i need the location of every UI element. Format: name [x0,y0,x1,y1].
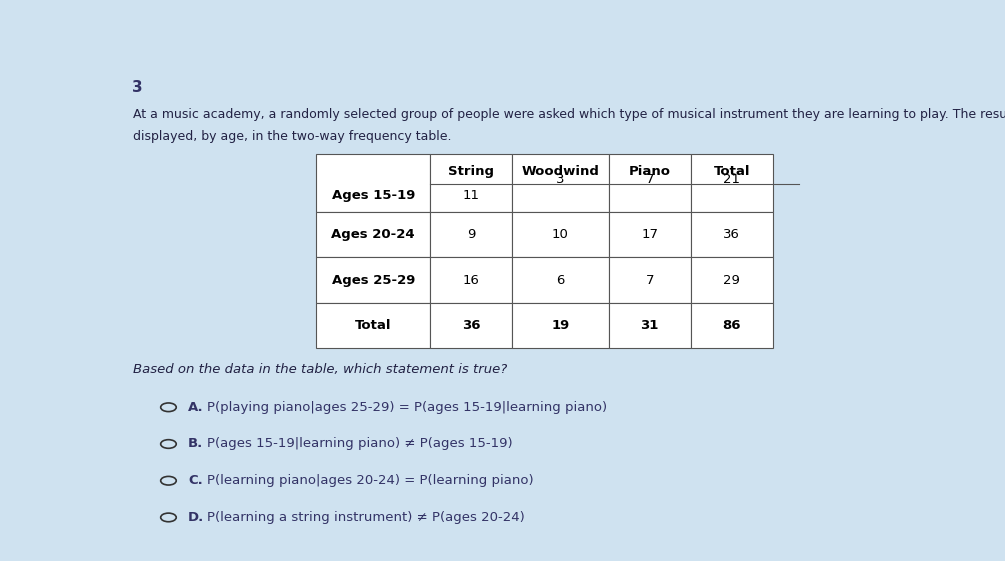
Text: 36: 36 [461,319,480,332]
Text: P(ages 15-19|learning piano) ≠ P(ages 15-19): P(ages 15-19|learning piano) ≠ P(ages 15… [207,438,513,450]
Text: 7: 7 [645,274,654,287]
Text: Ages 15-19: Ages 15-19 [332,189,415,202]
Text: P(learning a string instrument) ≠ P(ages 20-24): P(learning a string instrument) ≠ P(ages… [207,511,526,524]
Text: A.: A. [188,401,204,414]
Text: 31: 31 [640,319,659,332]
Text: 21: 21 [724,173,741,186]
Text: 36: 36 [724,228,741,241]
Text: 29: 29 [724,274,741,287]
Text: 16: 16 [462,274,479,287]
Text: P(playing piano|ages 25-29) = P(ages 15-19|learning piano): P(playing piano|ages 25-29) = P(ages 15-… [207,401,608,414]
Text: 3: 3 [132,80,143,95]
Text: 6: 6 [556,274,565,287]
Text: Total: Total [355,319,391,332]
Text: 7: 7 [645,173,654,186]
Text: At a music academy, a randomly selected group of people were asked which type of: At a music academy, a randomly selected … [134,108,1005,121]
Text: 17: 17 [641,228,658,241]
Text: D.: D. [188,511,204,524]
Text: C.: C. [188,474,203,487]
Text: Total: Total [714,165,750,178]
Text: 19: 19 [551,319,570,332]
Text: B.: B. [188,438,203,450]
Text: String: String [448,165,494,178]
Text: Piano: Piano [629,165,670,178]
Text: Based on the data in the table, which statement is true?: Based on the data in the table, which st… [134,363,508,376]
Text: 11: 11 [462,189,479,202]
Text: P(learning piano|ages 20-24) = P(learning piano): P(learning piano|ages 20-24) = P(learnin… [207,474,534,487]
Text: Ages 25-29: Ages 25-29 [332,274,415,287]
Text: Woodwind: Woodwind [522,165,599,178]
Text: Ages 20-24: Ages 20-24 [332,228,415,241]
Text: displayed, by age, in the two-way frequency table.: displayed, by age, in the two-way freque… [134,130,452,143]
Text: 3: 3 [556,173,565,186]
Text: 86: 86 [723,319,741,332]
Text: 9: 9 [466,228,475,241]
Text: 10: 10 [552,228,569,241]
